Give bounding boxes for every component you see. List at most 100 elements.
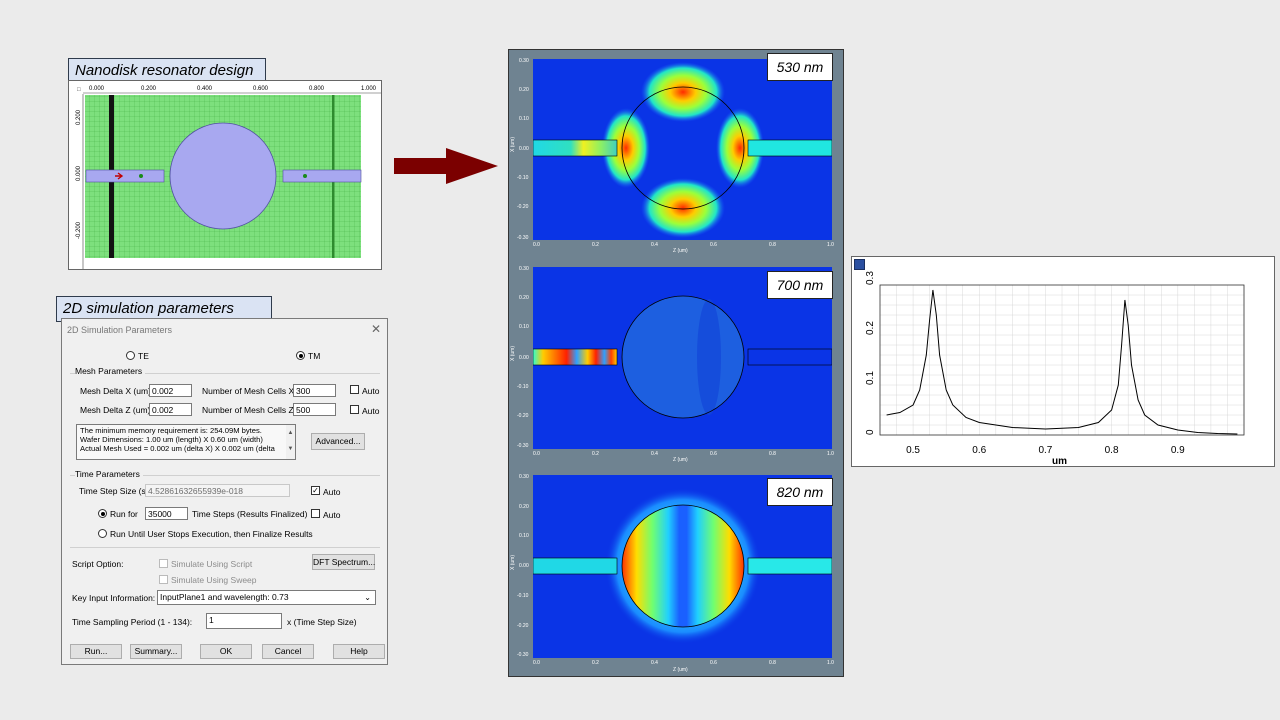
x-tick-label: 0.8: [1105, 445, 1119, 456]
key-input-select[interactable]: InputPlane1 and wavelength: 0.73 ⌄: [157, 590, 376, 605]
wavelength-label-820: 820 nm: [767, 478, 833, 506]
x-tick-p1-2: 0.4: [651, 242, 658, 248]
svg-text:□: □: [77, 87, 81, 93]
disk-node-2: [697, 299, 721, 415]
cells-z-label: Number of Mesh Cells Z: [202, 405, 294, 415]
field-panel-530: [533, 59, 832, 240]
advanced-button[interactable]: Advanced...: [311, 433, 365, 450]
x-tick-p1-3: 0.6: [710, 242, 717, 248]
x-tick-label: 0.5: [906, 445, 920, 456]
wavelength-label-530: 530 nm: [767, 53, 833, 81]
x-tick-p2-2: 0.4: [651, 451, 658, 457]
y-tick-p1-6: -0.30: [517, 235, 529, 241]
y-tick-p1-5: -0.20: [517, 204, 529, 210]
cells-x-input[interactable]: 300: [293, 384, 336, 397]
source-arrow-icon: [115, 172, 124, 180]
memo-scrollbar[interactable]: ▲ ▼: [286, 425, 295, 459]
output-waveguide-field-2: [747, 348, 832, 366]
spectrum-x-label: um: [1052, 456, 1067, 466]
script-option-label: Script Option:: [72, 559, 124, 569]
cancel-button[interactable]: Cancel: [262, 644, 314, 659]
x-label-p1: Z (um): [673, 248, 688, 254]
monitor-point-2[interactable]: [303, 174, 307, 178]
design-canvas[interactable]: □ 0.000 0.200 0.400 0.600 0.800 1.000 0.…: [68, 80, 382, 270]
run-button[interactable]: Run...: [70, 644, 122, 659]
disk-field-2: [622, 296, 744, 418]
auto-z-checkbox[interactable]: [350, 405, 359, 414]
simulate-script-label: Simulate Using Script: [171, 559, 253, 569]
y-label-p2: X (um): [510, 346, 516, 361]
run-for-radio[interactable]: [98, 509, 107, 518]
left-ruler: [69, 94, 83, 269]
y-tick-p2-1: 0.20: [519, 295, 529, 301]
run-until-label: Run Until User Stops Execution, then Fin…: [110, 529, 313, 539]
close-icon[interactable]: ✕: [370, 322, 381, 336]
y-tick-label: 0: [865, 429, 876, 435]
x-tick-p1-0: 0.0: [533, 242, 540, 248]
y-label-p3: X (um): [510, 555, 516, 570]
help-button[interactable]: Help: [333, 644, 385, 659]
x-tick-p1-5: 1.0: [827, 242, 834, 248]
tm-radio[interactable]: [296, 351, 305, 360]
mesh-group-label: Mesh Parameters: [75, 366, 146, 376]
memory-info-box[interactable]: The minimum memory requirement is: 254.0…: [76, 424, 296, 460]
dft-spectrum-button[interactable]: DFT Spectrum...: [312, 554, 375, 570]
time-group-label: Time Parameters: [75, 469, 143, 479]
x-tick-p2-0: 0.0: [533, 451, 540, 457]
simulate-sweep-checkbox[interactable]: [159, 575, 168, 584]
params-caption: 2D simulation parameters: [56, 296, 272, 322]
ruler-label-5: 1.000: [361, 86, 377, 92]
spectrum-line: [886, 289, 1238, 435]
y-tick-p3-1: 0.20: [519, 504, 529, 510]
y-tick-p2-4: -0.10: [517, 384, 529, 390]
y-tick-p2-0: 0.30: [519, 266, 529, 272]
y-tick-p2-5: -0.20: [517, 413, 529, 419]
ok-button[interactable]: OK: [200, 644, 252, 659]
window-icon[interactable]: [854, 259, 865, 270]
auto-x-checkbox[interactable]: [350, 385, 359, 394]
mesh-group-divider: [70, 373, 380, 374]
ruler-label-0: 0.000: [89, 86, 105, 92]
y-tick-p3-2: 0.10: [519, 533, 529, 539]
x-tick-p1-1: 0.2: [592, 242, 599, 248]
auto-x-label: Auto: [362, 386, 380, 396]
nanodisk[interactable]: [169, 122, 277, 230]
time-step-auto-checkbox[interactable]: ✓: [311, 486, 320, 495]
key-input-value: InputPlane1 and wavelength: 0.73: [160, 592, 289, 602]
y-label-p1: X (um): [510, 137, 516, 152]
mesh-delta-x-input[interactable]: 0.002: [149, 384, 192, 397]
te-radio[interactable]: [126, 351, 135, 360]
run-until-radio[interactable]: [98, 529, 107, 538]
monitor-point-1[interactable]: [139, 174, 143, 178]
input-waveguide[interactable]: [85, 169, 165, 183]
disk-outline-1: [621, 86, 745, 210]
x-tick-label: 0.9: [1171, 445, 1185, 456]
mesh-delta-z-input[interactable]: 0.002: [149, 403, 192, 416]
field-distribution-panels: 0.30 0.20 0.10 0.00 -0.10 -0.20 -0.30 X …: [508, 49, 844, 677]
summary-button[interactable]: Summary...: [130, 644, 182, 659]
run-for-input[interactable]: 35000: [145, 507, 188, 520]
x-tick-p3-1: 0.2: [592, 660, 599, 666]
y-tick-p3-4: -0.10: [517, 593, 529, 599]
y-tick-label: 0.2: [865, 321, 876, 335]
left-ruler-label-2: -0.200: [76, 221, 82, 239]
cells-x-label: Number of Mesh Cells X: [202, 386, 295, 396]
ruler-label-1: 0.200: [141, 86, 157, 92]
y-tick-label: 0.3: [865, 271, 876, 285]
simulate-script-checkbox[interactable]: [159, 559, 168, 568]
spectrum-grid: [879, 284, 1245, 436]
run-for-auto-checkbox[interactable]: [311, 509, 320, 518]
design-svg: □ 0.000 0.200 0.400 0.600 0.800 1.000 0.…: [69, 81, 381, 269]
y-tick-p2-3: 0.00: [519, 355, 529, 361]
input-waveguide-field-1: [533, 139, 618, 157]
cells-z-input[interactable]: 500: [293, 403, 336, 416]
spectrum-svg: 0.5 0.6 0.7 0.8 0.9 0 0.1 0.2 0.3 um: [865, 271, 1245, 467]
top-ruler: [69, 81, 381, 94]
sampling-unit-label: x (Time Step Size): [287, 617, 357, 627]
y-tick-p1-2: 0.10: [519, 116, 529, 122]
simulate-sweep-label: Simulate Using Sweep: [171, 575, 257, 585]
y-tick-p3-6: -0.30: [517, 652, 529, 658]
sampling-input[interactable]: 1: [206, 613, 282, 629]
y-tick-p2-2: 0.10: [519, 324, 529, 330]
output-waveguide[interactable]: [282, 169, 362, 183]
